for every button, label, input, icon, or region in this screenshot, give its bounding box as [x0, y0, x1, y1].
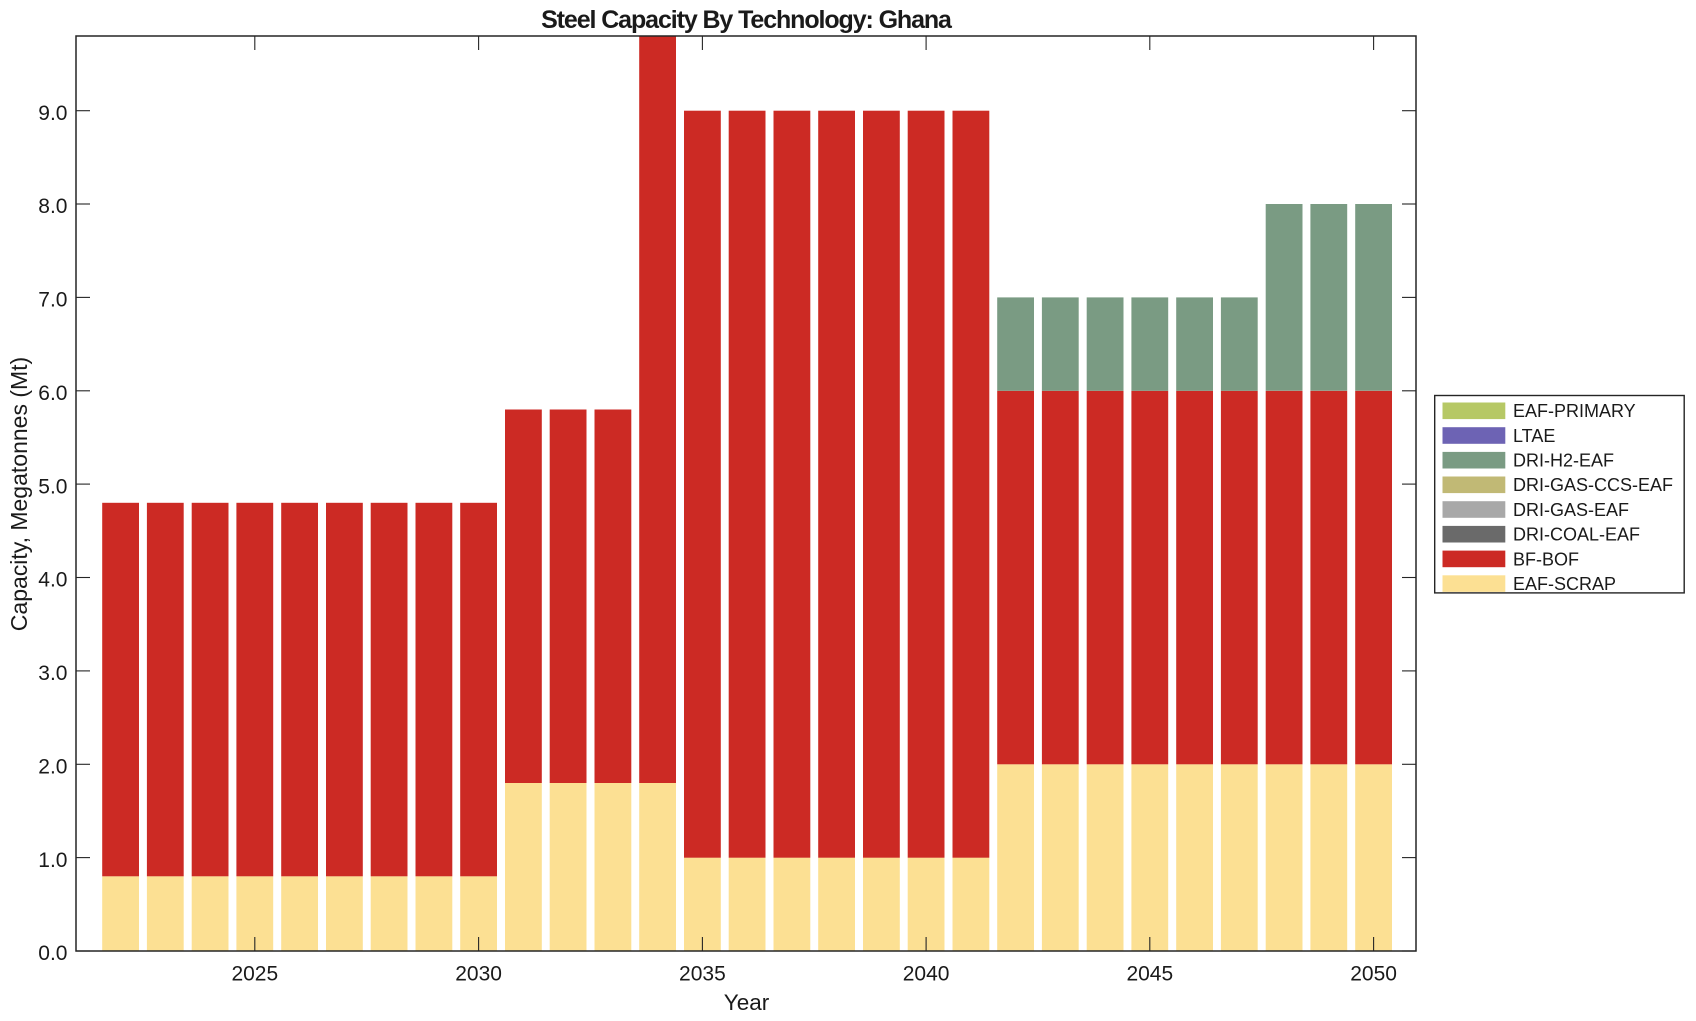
svg-text:4.0: 4.0	[38, 569, 67, 592]
svg-text:EAF-SCRAP: EAF-SCRAP	[1513, 574, 1616, 594]
svg-text:DRI-GAS-CCS-EAF: DRI-GAS-CCS-EAF	[1513, 475, 1673, 495]
svg-text:DRI-COAL-EAF: DRI-COAL-EAF	[1513, 525, 1640, 545]
svg-text:2.0: 2.0	[38, 756, 67, 779]
svg-text:1.0: 1.0	[38, 849, 67, 872]
svg-text:2030: 2030	[455, 963, 502, 986]
svg-text:Steel Capacity By Technology:: Steel Capacity By Technology: Ghana	[541, 6, 953, 34]
svg-text:2025: 2025	[231, 963, 278, 986]
svg-text:LTAE: LTAE	[1513, 426, 1555, 446]
svg-text:0.0: 0.0	[38, 942, 67, 965]
svg-text:EAF-PRIMARY: EAF-PRIMARY	[1513, 401, 1636, 421]
svg-text:BF-BOF: BF-BOF	[1513, 549, 1579, 569]
svg-text:2040: 2040	[903, 963, 950, 986]
svg-text:DRI-GAS-EAF: DRI-GAS-EAF	[1513, 500, 1629, 520]
svg-text:2050: 2050	[1350, 963, 1397, 986]
svg-text:7.0: 7.0	[38, 289, 67, 312]
svg-text:8.0: 8.0	[38, 195, 67, 218]
svg-text:Capacity, Megatonnes (Mt): Capacity, Megatonnes (Mt)	[6, 357, 32, 631]
svg-text:6.0: 6.0	[38, 382, 67, 405]
svg-text:Year: Year	[724, 990, 770, 1015]
svg-text:2035: 2035	[679, 963, 726, 986]
svg-text:DRI-H2-EAF: DRI-H2-EAF	[1513, 451, 1614, 471]
svg-text:3.0: 3.0	[38, 662, 67, 685]
svg-text:5.0: 5.0	[38, 475, 67, 498]
svg-text:9.0: 9.0	[38, 102, 67, 125]
svg-text:2045: 2045	[1126, 963, 1173, 986]
